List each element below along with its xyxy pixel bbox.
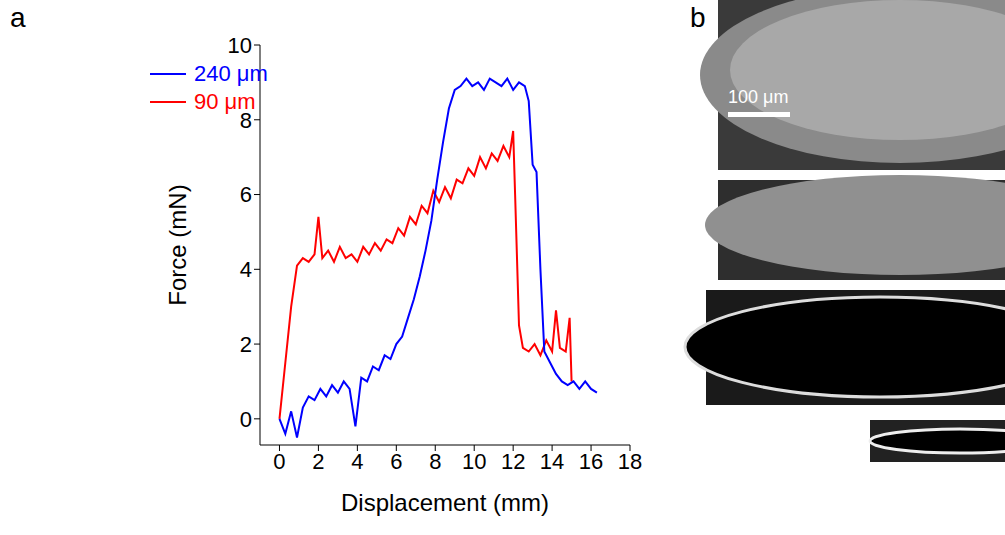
svg-text:6: 6 (390, 449, 402, 474)
svg-text:0: 0 (273, 449, 285, 474)
svg-text:Displacement (mm): Displacement (mm) (341, 489, 549, 516)
svg-text:2: 2 (312, 449, 324, 474)
svg-text:100 μm: 100 μm (728, 87, 788, 107)
svg-text:Force (mN): Force (mN) (164, 184, 191, 305)
svg-text:6: 6 (240, 182, 252, 207)
html-text:90 μm: 90 μm (194, 89, 256, 114)
svg-text:18: 18 (618, 449, 642, 474)
svg-text:4: 4 (351, 449, 363, 474)
svg-text:10: 10 (228, 33, 252, 58)
svg-text:16: 16 (579, 449, 603, 474)
svg-text:10: 10 (462, 449, 486, 474)
svg-text:12: 12 (501, 449, 525, 474)
svg-text:8: 8 (240, 108, 252, 133)
html-text:b: b (690, 2, 706, 33)
svg-text:2: 2 (240, 332, 252, 357)
svg-text:8: 8 (429, 449, 441, 474)
svg-text:4: 4 (240, 257, 252, 282)
svg-text:14: 14 (540, 449, 564, 474)
html-text:240 μm: 240 μm (194, 61, 268, 86)
svg-text:0: 0 (240, 407, 252, 432)
html-text:a: a (10, 2, 26, 33)
